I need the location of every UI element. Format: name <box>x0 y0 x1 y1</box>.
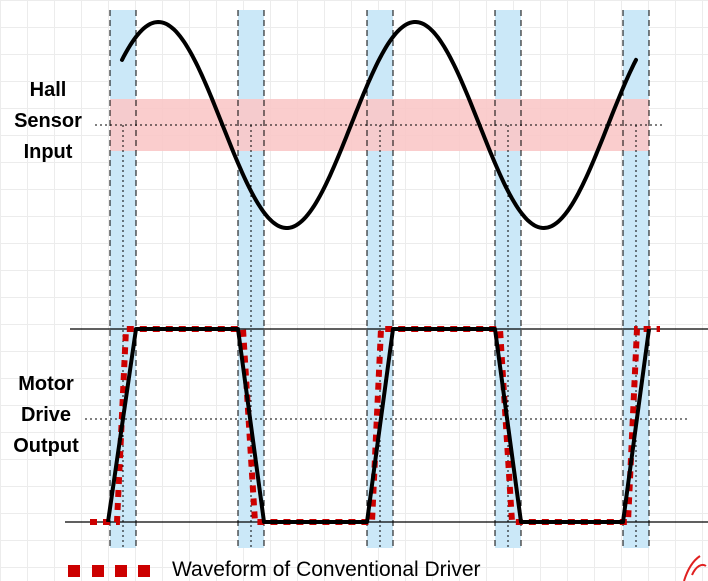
motor-label-line: Output <box>13 435 79 457</box>
hall-label-line: Sensor <box>14 110 82 132</box>
transition-band-1 <box>110 10 136 548</box>
motor-label-line: Drive <box>20 404 72 426</box>
conventional-driver-waveform <box>90 326 660 525</box>
handwritten-mark <box>683 555 707 581</box>
legend-marker-square <box>92 565 104 577</box>
hall-label-line: Hall <box>29 79 67 101</box>
motor-label-line: Motor <box>18 373 74 395</box>
legend-marker-square <box>115 565 127 577</box>
transition-band-2 <box>238 10 264 548</box>
hall-sensor-waveform <box>120 19 638 231</box>
legend-label: Waveform of Conventional Driver <box>172 558 481 581</box>
hall-sensor-input-label: Hall Sensor Input <box>10 75 86 168</box>
legend-marker-square <box>138 565 150 577</box>
legend-marker-square <box>68 565 80 577</box>
legend-marker <box>68 565 150 577</box>
transition-band-3 <box>367 10 393 548</box>
transition-band-5 <box>623 10 649 548</box>
hall-label-line: Input <box>23 141 73 163</box>
proposed-driver-waveform <box>106 327 651 524</box>
transition-bands <box>110 10 649 548</box>
motor-drive-output-label: Motor Drive Output <box>4 369 88 462</box>
